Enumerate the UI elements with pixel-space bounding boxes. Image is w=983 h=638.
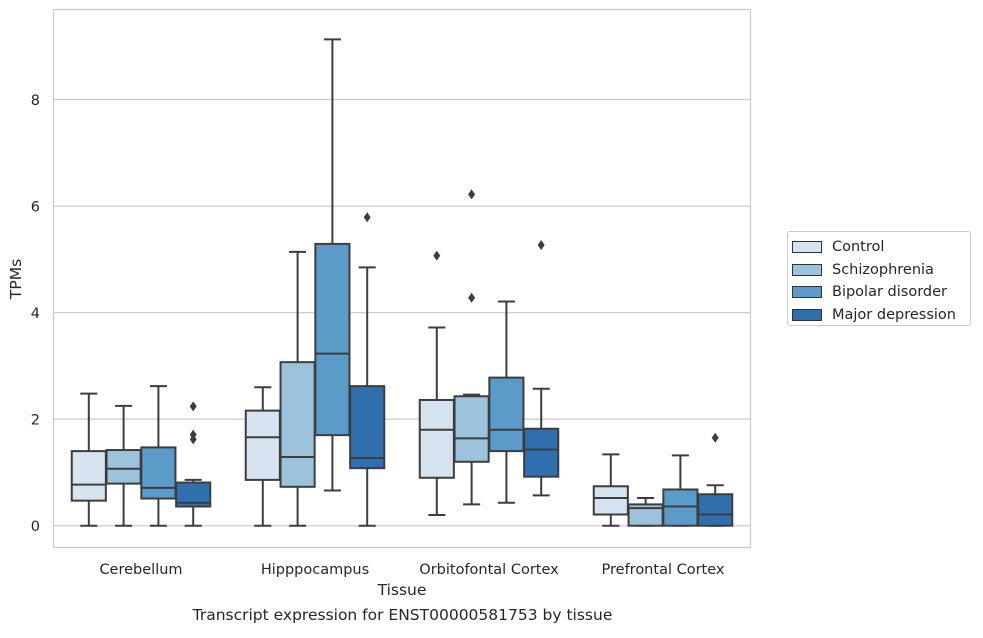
outlier-point [363, 212, 371, 223]
box-bipolar-disorder [140, 385, 177, 527]
box-iqr [592, 485, 629, 516]
x-tick-label: Prefrontal Cortex [602, 562, 725, 578]
legend-swatch [792, 286, 822, 299]
legend-item: Control [792, 236, 970, 259]
box-iqr [523, 427, 560, 478]
box-iqr [314, 242, 351, 437]
box-schizophrenia [453, 189, 490, 506]
box-control [418, 250, 455, 517]
box-iqr [140, 446, 177, 500]
legend-swatch [792, 241, 822, 254]
box-iqr [662, 488, 699, 527]
x-tick-label: Hipppocampus [261, 562, 369, 578]
outlier-point [711, 432, 719, 443]
legend: Control Schizophrenia Bipolar disorder Majo… [787, 231, 971, 326]
x-axis-label: Tissue [377, 581, 427, 599]
y-tick-label: 8 [31, 93, 40, 109]
box-iqr [453, 395, 490, 463]
box-schizophrenia [279, 250, 316, 527]
box-schizophrenia [105, 404, 142, 527]
outlier-point [433, 250, 441, 261]
box-major-depression [175, 401, 212, 527]
y-tick-label: 6 [31, 200, 40, 216]
legend-swatch [792, 308, 822, 321]
box-iqr [488, 376, 525, 453]
outlier-point [189, 429, 197, 440]
box-iqr [697, 493, 734, 527]
box-major-depression [697, 432, 734, 527]
x-tick-label: Orbitofontal Cortex [419, 562, 559, 578]
boxes [70, 38, 734, 527]
box-control [244, 386, 281, 527]
outlier-point [468, 292, 476, 303]
y-tick-label: 2 [31, 413, 40, 429]
box-major-depression [349, 212, 386, 527]
legend-label: Major depression [832, 306, 956, 323]
box-control [70, 392, 107, 527]
y-axis-label: TPMs [7, 259, 25, 300]
outlier-point [468, 189, 476, 200]
box-control [592, 453, 629, 527]
legend-label: Control [832, 239, 885, 256]
x-ticks: Cerebellum Hipppocampus Orbitofontal Corte… [99, 562, 724, 578]
outlier-point [189, 401, 197, 412]
y-tick-label: 4 [31, 306, 40, 322]
box-iqr [349, 385, 386, 470]
box-iqr [70, 450, 107, 502]
box-iqr [244, 409, 281, 481]
legend-item: Major depression [792, 304, 970, 327]
box-iqr [418, 398, 455, 479]
box-major-depression [523, 239, 560, 497]
legend-swatch [792, 263, 822, 276]
y-ticks: 0 2 4 6 8 [31, 93, 40, 535]
y-tick-label: 0 [31, 519, 40, 535]
box-iqr [175, 481, 212, 508]
figure-caption: Transcript expression for ENST0000058175… [192, 606, 613, 624]
x-tick-label: Cerebellum [99, 562, 182, 578]
box-iqr [105, 449, 142, 485]
legend-label: Bipolar disorder [832, 284, 947, 301]
legend-item: Bipolar disorder [792, 281, 970, 304]
box-schizophrenia [627, 496, 664, 527]
legend-item: Schizophrenia [792, 259, 970, 282]
legend-label: Schizophrenia [832, 261, 934, 278]
box-bipolar-disorder [662, 454, 699, 527]
outlier-point [537, 239, 545, 250]
box-iqr [279, 361, 316, 488]
box-bipolar-disorder [488, 300, 525, 504]
plot-frame [52, 8, 752, 549]
box-bipolar-disorder [314, 38, 351, 492]
